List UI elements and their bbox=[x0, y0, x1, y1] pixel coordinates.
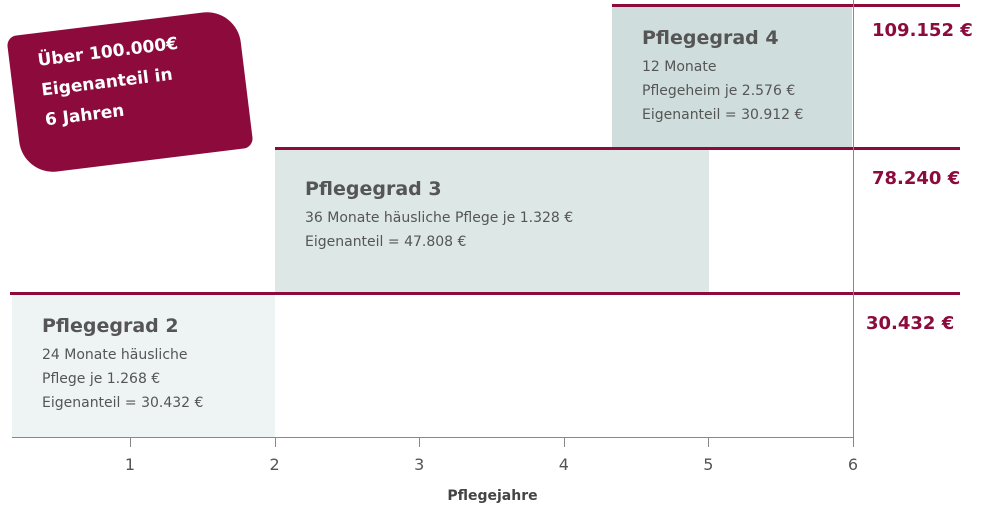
level-line bbox=[275, 147, 960, 150]
tick-mark bbox=[274, 437, 276, 447]
tick-label: 3 bbox=[414, 455, 425, 474]
level-line bbox=[612, 4, 960, 7]
stage-line: 36 Monate häusliche Pflege je 1.328 € bbox=[305, 210, 574, 226]
axis-label: Pflegejahre bbox=[447, 488, 538, 504]
tick-label: 6 bbox=[847, 455, 859, 474]
tick-label: 1 bbox=[124, 455, 136, 474]
total: 30.432 € bbox=[866, 313, 955, 334]
stage-line: Eigenanteil = 47.808 € bbox=[305, 234, 467, 250]
tick-mark bbox=[563, 437, 565, 447]
tick-mark bbox=[708, 437, 710, 447]
stage-box: Pflegegrad 2 24 Monate häusliche Pflege je… bbox=[12, 293, 275, 437]
stage-title: Pflegegrad 4 bbox=[642, 27, 779, 49]
total: 109.152 € bbox=[872, 20, 973, 41]
stage-line: Eigenanteil = 30.432 € bbox=[42, 395, 204, 411]
axis-line bbox=[853, 0, 854, 447]
stage-line: 12 Monate bbox=[642, 59, 717, 75]
stage-line: 24 Monate häusliche bbox=[42, 347, 188, 363]
level-line bbox=[10, 292, 960, 295]
stage-title: Pflegegrad 3 bbox=[305, 178, 442, 200]
tick-label: 4 bbox=[558, 455, 569, 474]
stage-box: Pflegegrad 3 36 Monate häusliche Pflege j… bbox=[275, 148, 709, 293]
stage-line: Eigenanteil = 30.912 € bbox=[642, 107, 804, 123]
tick-label: 5 bbox=[703, 455, 714, 474]
stage-box: Pflegegrad 4 12 Monate Pflegeheim je 2.576… bbox=[612, 5, 852, 148]
tick-mark bbox=[419, 437, 421, 447]
tick-mark bbox=[130, 437, 131, 447]
stage-title: Pflegegrad 2 bbox=[42, 315, 179, 337]
stage-line: Pflege je 1.268 € bbox=[42, 371, 161, 387]
axis-line bbox=[12, 437, 854, 438]
stage-line: Pflegeheim je 2.576 € bbox=[642, 83, 796, 99]
tick-label: 2 bbox=[269, 455, 280, 474]
tick-mark bbox=[853, 437, 854, 447]
total: 78.240 € bbox=[872, 168, 961, 189]
badge-text: Über 100.000€ Eigenanteil in 6 Jahren bbox=[36, 29, 187, 136]
